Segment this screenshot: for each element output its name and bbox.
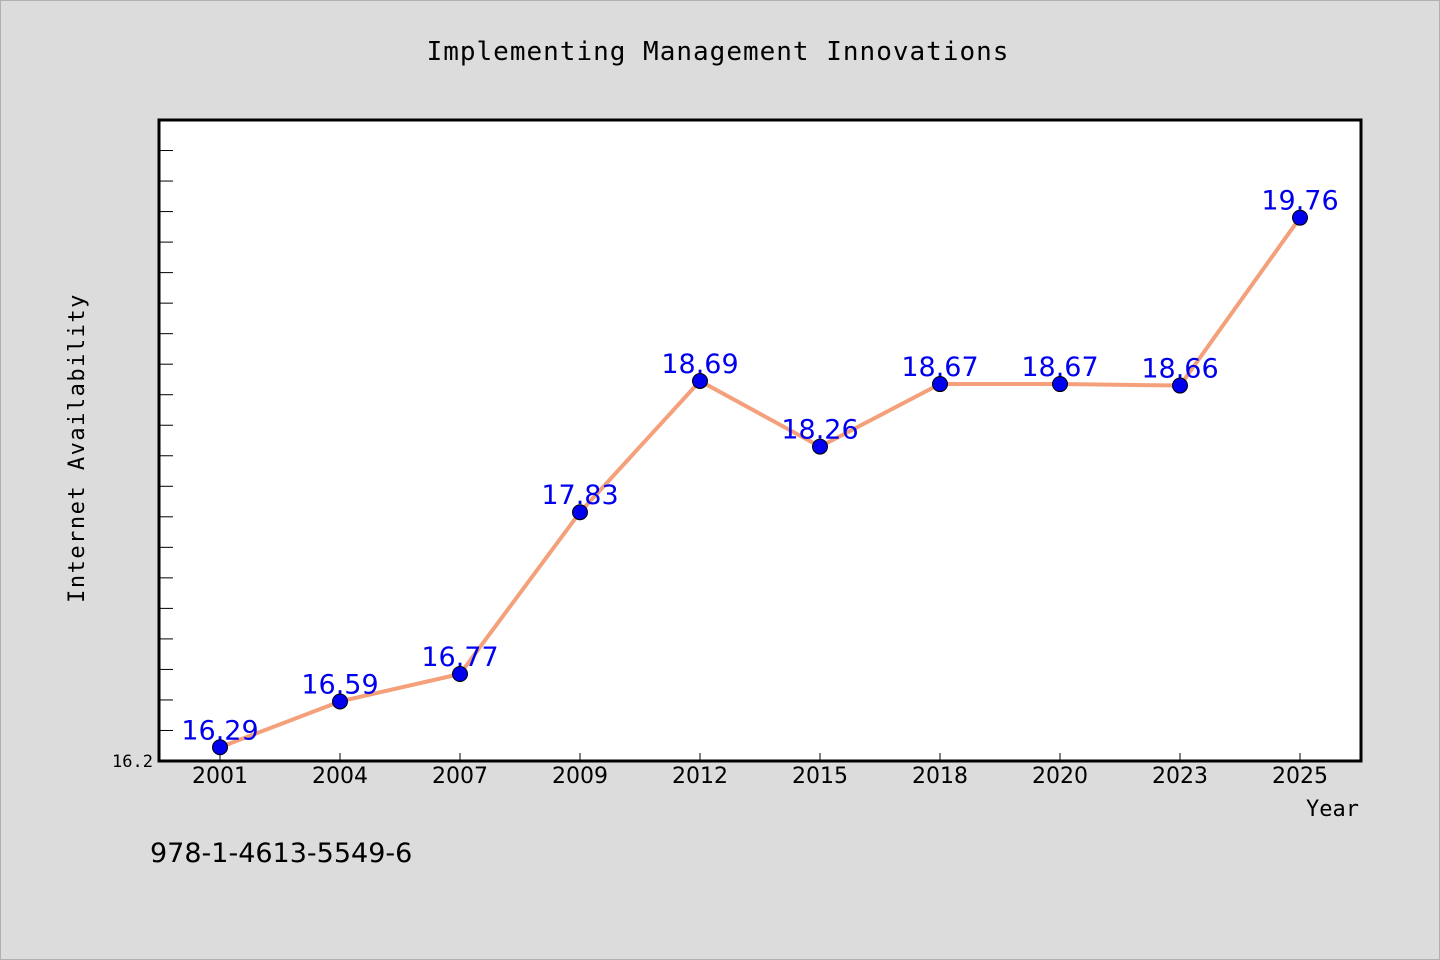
- data-point: [332, 693, 348, 710]
- data-point: [572, 504, 588, 521]
- x-tick-label: 2023: [1152, 764, 1208, 789]
- data-point: [932, 376, 948, 393]
- x-tick-label: 2012: [672, 764, 728, 789]
- y-tick-label: 16.2: [112, 752, 153, 772]
- data-label: 16.59: [301, 669, 378, 700]
- x-axis-label: Year: [1306, 797, 1359, 822]
- data-point: [1172, 377, 1188, 394]
- x-axis-ticks: 2001 2004 2007 2009 2012 2015 2018 2020 2023 2025: [192, 753, 1328, 789]
- data-point: [212, 739, 228, 756]
- data-label: 16.77: [421, 642, 498, 673]
- y-axis-minor-ticks: [159, 150, 173, 762]
- data-point: [812, 438, 828, 455]
- data-label: 18.67: [1021, 352, 1098, 383]
- data-point: [1052, 376, 1068, 393]
- y-axis-label: Internet Availability: [65, 293, 90, 603]
- data-label: 19.76: [1261, 186, 1338, 217]
- x-tick-label: 2004: [312, 764, 368, 789]
- data-label: 16.29: [181, 715, 258, 746]
- data-label: 18.69: [661, 349, 738, 380]
- x-tick-label: 2015: [792, 764, 848, 789]
- x-tick-label: 2025: [1272, 764, 1328, 789]
- data-point: [452, 666, 468, 683]
- x-tick-label: 2018: [912, 764, 968, 789]
- data-labels: 16.29 16.59 16.77 17.83 18.69 18.26 18.67 18.67…: [181, 186, 1338, 747]
- isbn-text: 978-1-4613-5549-6: [150, 838, 412, 869]
- x-tick-label: 2007: [432, 764, 488, 789]
- series-line: [218, 215, 1302, 750]
- data-point: [692, 372, 708, 389]
- data-label: 18.66: [1141, 354, 1218, 385]
- data-label: 18.26: [781, 415, 858, 446]
- x-tick-label: 2001: [192, 764, 248, 789]
- data-label: 17.83: [541, 480, 618, 511]
- plot-area: [157, 118, 1363, 763]
- x-tick-label: 2020: [1032, 764, 1088, 789]
- series-markers: [212, 209, 1308, 756]
- chart-title: Implementing Management Innovations: [427, 37, 1010, 67]
- data-label: 18.67: [901, 352, 978, 383]
- x-tick-label: 2009: [552, 764, 608, 789]
- data-point: [1292, 209, 1308, 226]
